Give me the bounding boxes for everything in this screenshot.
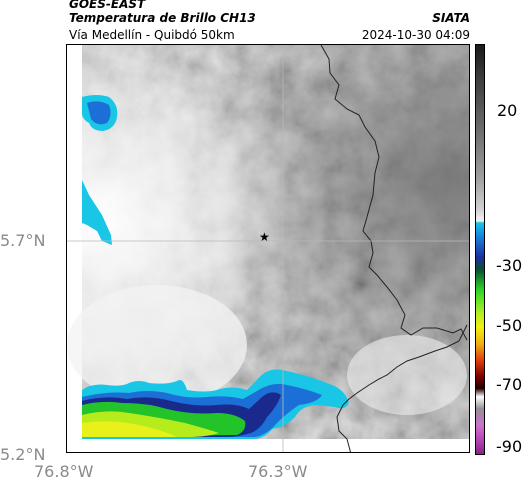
brand-label: SIATA [432, 11, 470, 25]
colorbar-label: -30 [496, 256, 523, 275]
map-panel: ★ [66, 44, 470, 453]
title-satellite: GOES-EAST [69, 0, 146, 11]
lat-tick-label: 5.7°N [0, 231, 46, 250]
graticule [67, 45, 469, 452]
colorbar-label: 20 [497, 101, 518, 120]
title-product: Temperatura de Brillo CH13 [69, 11, 256, 25]
timestamp: 2024-10-30 04:09 [361, 28, 470, 42]
cold-cloud-tops [82, 95, 349, 439]
border-lines [320, 45, 468, 452]
lat-tick-label: 5.2°N [0, 445, 46, 464]
colorbar-label: -50 [496, 316, 523, 335]
satellite-image [67, 45, 469, 452]
colorbar [475, 44, 485, 455]
lon-tick-label: 76.8°W [34, 462, 94, 481]
lon-tick-label: 76.3°W [248, 462, 308, 481]
subtitle-region: Vía Medellín - Quibdó 50km [69, 28, 235, 42]
location-marker-icon: ★ [259, 230, 270, 244]
colorbar-label: -70 [496, 375, 523, 394]
colorbar-label: -90 [496, 437, 523, 456]
